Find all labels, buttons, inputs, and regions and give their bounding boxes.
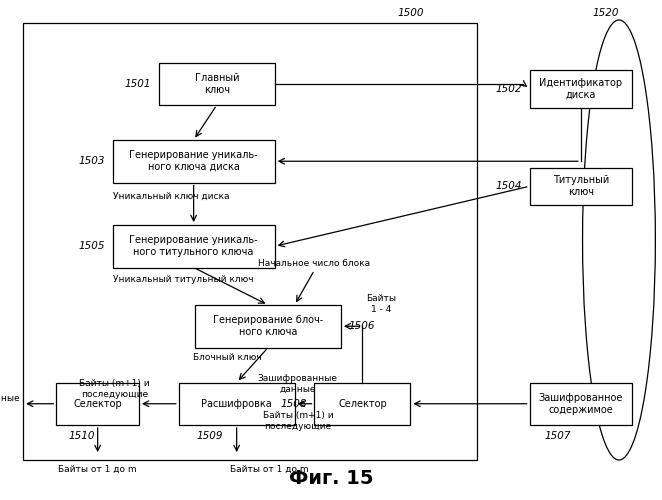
Ellipse shape — [583, 20, 655, 460]
FancyBboxPatch shape — [195, 305, 341, 348]
Text: Расшифрованные
данные: Расшифрованные данные — [0, 394, 20, 413]
Text: Идентификатор
диска: Идентификатор диска — [540, 78, 622, 100]
FancyBboxPatch shape — [530, 70, 632, 108]
Text: 1505: 1505 — [78, 242, 105, 251]
Text: 1503: 1503 — [78, 156, 105, 166]
FancyBboxPatch shape — [23, 22, 477, 460]
FancyBboxPatch shape — [113, 225, 275, 268]
Text: Байты (m+1) и
последующие: Байты (m+1) и последующие — [263, 411, 333, 430]
Text: Байты от 1 до m: Байты от 1 до m — [230, 465, 309, 474]
Text: 1507: 1507 — [545, 431, 571, 441]
Text: Селектор: Селектор — [338, 399, 387, 409]
Text: Уникальный ключ диска: Уникальный ключ диска — [113, 192, 229, 201]
Text: Зашифрованные
данные: Зашифрованные данные — [258, 374, 338, 394]
Text: 1501: 1501 — [124, 78, 151, 89]
Text: Байты (m+1) и
последующие: Байты (m+1) и последующие — [79, 380, 150, 399]
Text: Начальное число блока: Начальное число блока — [258, 258, 371, 268]
Text: 1510: 1510 — [69, 431, 95, 441]
Text: Байты
1 - 4: Байты 1 - 4 — [365, 294, 396, 314]
FancyBboxPatch shape — [159, 62, 275, 105]
Text: Блочный ключ: Блочный ключ — [193, 354, 261, 362]
FancyBboxPatch shape — [179, 382, 295, 425]
Text: 1520: 1520 — [592, 8, 619, 18]
FancyBboxPatch shape — [530, 382, 632, 425]
Text: Байты от 1 до m: Байты от 1 до m — [58, 465, 137, 474]
Text: Титульный
ключ: Титульный ключ — [553, 176, 609, 197]
FancyBboxPatch shape — [530, 168, 632, 205]
Text: Фиг. 15: Фиг. 15 — [289, 468, 373, 487]
Text: Генерирование блоч-
ного ключа: Генерирование блоч- ного ключа — [213, 316, 323, 337]
Text: Селектор: Селектор — [73, 399, 122, 409]
Text: Главный
ключ: Главный ключ — [195, 73, 239, 94]
FancyBboxPatch shape — [56, 382, 139, 425]
FancyBboxPatch shape — [314, 382, 410, 425]
FancyBboxPatch shape — [113, 140, 275, 182]
Text: 1504: 1504 — [495, 181, 522, 191]
Text: 1502: 1502 — [495, 84, 522, 94]
Text: Генерирование уникаль-
ного титульного ключа: Генерирование уникаль- ного титульного к… — [129, 236, 258, 257]
Text: Генерирование уникаль-
ного ключа диска: Генерирование уникаль- ного ключа диска — [129, 150, 258, 172]
Text: 1500: 1500 — [397, 8, 424, 18]
Text: 1509: 1509 — [196, 431, 222, 441]
Text: Уникальный титульный ключ: Уникальный титульный ключ — [113, 275, 253, 284]
Text: Зашифрованное
содержимое: Зашифрованное содержимое — [539, 393, 623, 414]
Text: Расшифровка: Расшифровка — [201, 399, 272, 409]
Text: 1506: 1506 — [349, 322, 375, 331]
Text: 1508: 1508 — [280, 399, 307, 409]
